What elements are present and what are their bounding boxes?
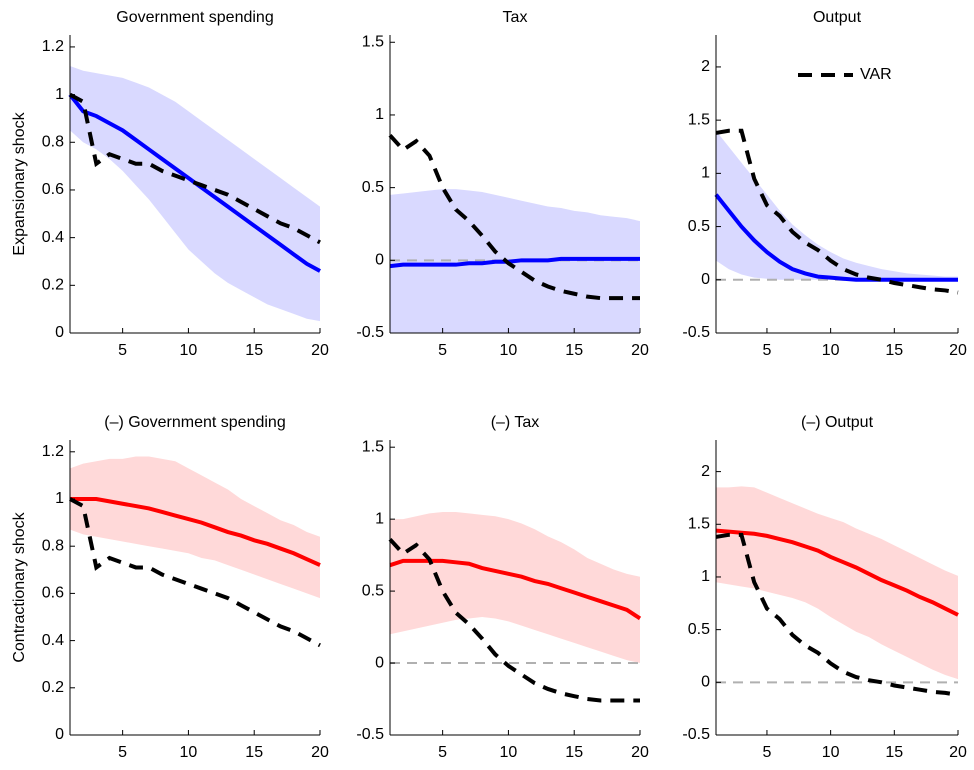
y-tick-label: 0 [701, 674, 710, 691]
confidence-band [70, 456, 320, 599]
y-tick-label: 0.5 [362, 582, 384, 599]
y-tick-label: -0.5 [356, 324, 384, 341]
var-line [69, 92, 321, 245]
y-tick-label: 1.5 [688, 516, 710, 533]
y-tick-label: 1 [375, 106, 384, 123]
x-tick-label: 5 [118, 342, 127, 359]
var-line [69, 497, 321, 648]
y-axis-label: Expansionary shock [11, 111, 28, 255]
y-tick-label: 1 [55, 86, 64, 103]
y-tick-label: -0.5 [682, 324, 710, 341]
panel-title: (–) Government spending [104, 414, 285, 431]
y-tick-label: 1 [701, 568, 710, 585]
y-tick-label: 0 [55, 726, 64, 743]
x-tick-label: 10 [180, 342, 198, 359]
y-tick-label: 2 [701, 58, 710, 75]
x-tick-label: 5 [762, 744, 771, 761]
y-tick-label: 0.8 [42, 133, 64, 150]
x-tick-label: 15 [565, 342, 583, 359]
confidence-band [716, 130, 958, 280]
x-tick-label: 15 [565, 744, 583, 761]
panel-title: Tax [503, 9, 528, 26]
var-line [388, 133, 640, 301]
x-tick-label: 5 [438, 342, 447, 359]
x-tick-label: 20 [631, 744, 649, 761]
panel-title: Government spending [116, 9, 273, 26]
x-tick-label: 15 [245, 744, 263, 761]
y-tick-label: 1 [375, 510, 384, 527]
y-tick-label: 1.2 [42, 443, 64, 460]
x-tick-label: 5 [762, 342, 771, 359]
y-tick-label: 0.5 [362, 179, 384, 196]
y-tick-label: 0.5 [688, 218, 710, 235]
x-tick-label: 15 [885, 342, 903, 359]
x-tick-label: 10 [180, 744, 198, 761]
var-line [715, 532, 959, 697]
x-tick-label: 10 [500, 342, 518, 359]
x-tick-label: 10 [822, 744, 840, 761]
response-line [715, 528, 959, 617]
var-line [388, 537, 640, 703]
var-line [715, 128, 959, 295]
x-tick-label: 20 [311, 342, 329, 359]
y-tick-label: -0.5 [682, 726, 710, 743]
y-tick-label: 0.2 [42, 277, 64, 294]
y-tick-label: 1.5 [362, 33, 384, 50]
x-tick-label: 10 [822, 342, 840, 359]
confidence-band [716, 486, 958, 680]
response-line [70, 497, 321, 567]
confidence-band [70, 65, 320, 322]
y-tick-label: 0.5 [688, 621, 710, 638]
x-tick-label: 5 [438, 744, 447, 761]
y-tick-label: 0.2 [42, 679, 64, 696]
y-tick-label: 1.5 [688, 111, 710, 128]
y-tick-label: 0.6 [42, 181, 64, 198]
x-tick-label: 20 [311, 744, 329, 761]
panel-title: Output [813, 9, 862, 26]
y-tick-label: 1.5 [362, 438, 384, 455]
y-tick-label: 0.6 [42, 585, 64, 602]
x-tick-label: 20 [949, 342, 967, 359]
y-tick-label: 0.8 [42, 537, 64, 554]
y-tick-label: 1.2 [42, 38, 64, 55]
y-axis-label: Contractionary shock [11, 511, 28, 662]
y-tick-label: 1 [701, 165, 710, 182]
legend-label: VAR [860, 66, 892, 83]
x-tick-label: 15 [885, 744, 903, 761]
panel-title: (–) Output [801, 414, 874, 431]
y-tick-label: 1 [55, 490, 64, 507]
y-tick-label: -0.5 [356, 726, 384, 743]
x-tick-label: 20 [949, 744, 967, 761]
response-line [714, 193, 958, 282]
y-tick-label: 0 [375, 252, 384, 269]
confidence-band [390, 511, 640, 664]
y-tick-label: 0 [55, 324, 64, 341]
y-tick-label: 0.4 [42, 229, 64, 246]
y-tick-label: 0 [375, 654, 384, 671]
x-tick-label: 5 [118, 744, 127, 761]
y-tick-label: 0.4 [42, 632, 64, 649]
x-tick-label: 10 [500, 744, 518, 761]
x-tick-label: 20 [631, 342, 649, 359]
y-tick-label: 0 [701, 271, 710, 288]
y-tick-label: 2 [701, 463, 710, 480]
response-line [389, 256, 640, 269]
panel-title: (–) Tax [491, 414, 540, 431]
x-tick-label: 15 [245, 342, 263, 359]
